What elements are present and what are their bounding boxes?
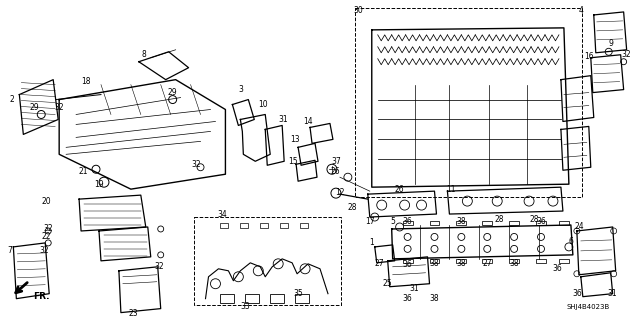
Text: 14: 14: [303, 117, 313, 126]
Text: 11: 11: [447, 185, 456, 194]
Bar: [456, 259, 467, 263]
Text: 26: 26: [395, 185, 404, 194]
Bar: [403, 259, 413, 263]
Text: 31: 31: [410, 284, 419, 293]
Text: 38: 38: [456, 217, 466, 226]
Text: 13: 13: [291, 135, 300, 144]
Text: 5: 5: [390, 217, 395, 226]
Bar: [509, 221, 519, 225]
Text: 36: 36: [552, 264, 562, 273]
Bar: [270, 294, 284, 303]
Bar: [559, 259, 569, 263]
Text: 21: 21: [78, 167, 88, 176]
Text: 36: 36: [403, 260, 413, 269]
Bar: [403, 221, 413, 225]
Text: 20: 20: [42, 197, 51, 206]
Bar: [300, 223, 308, 228]
Text: 37: 37: [331, 157, 341, 166]
Text: 32: 32: [192, 160, 202, 169]
Text: 28: 28: [529, 214, 539, 224]
Text: 19: 19: [94, 180, 104, 189]
Bar: [559, 221, 569, 225]
Text: 36: 36: [536, 217, 546, 226]
Text: 36: 36: [403, 294, 413, 303]
Text: 25: 25: [383, 279, 392, 288]
Text: 38: 38: [429, 294, 439, 303]
Text: 32: 32: [622, 50, 632, 59]
Bar: [280, 223, 288, 228]
Text: 31: 31: [608, 289, 618, 298]
Text: 36: 36: [572, 289, 582, 298]
Bar: [260, 223, 268, 228]
Text: 32: 32: [154, 262, 164, 271]
Bar: [241, 223, 248, 228]
Text: 8: 8: [141, 50, 146, 59]
Text: 15: 15: [288, 157, 298, 166]
Text: 22: 22: [42, 233, 51, 241]
Bar: [509, 259, 519, 263]
Text: 36: 36: [403, 217, 413, 226]
Bar: [220, 223, 228, 228]
Text: FR.: FR.: [33, 292, 50, 301]
Text: 2: 2: [9, 95, 13, 104]
Text: 27: 27: [483, 259, 492, 268]
Text: 3: 3: [238, 85, 243, 94]
Text: 26: 26: [330, 167, 340, 176]
Text: 1: 1: [369, 238, 374, 248]
Text: 28: 28: [347, 203, 356, 211]
Bar: [483, 259, 492, 263]
Bar: [220, 294, 234, 303]
Text: 23: 23: [128, 309, 138, 318]
Text: 4: 4: [579, 6, 583, 15]
Text: 30: 30: [353, 6, 363, 15]
Text: 31: 31: [278, 115, 288, 124]
Text: 38: 38: [429, 259, 439, 268]
Text: 6: 6: [568, 237, 573, 246]
Text: 9: 9: [608, 39, 613, 48]
Bar: [355, 8, 582, 197]
Text: 16: 16: [584, 52, 594, 61]
Text: SHJ4B4023B: SHJ4B4023B: [567, 304, 610, 310]
Text: 32: 32: [54, 103, 64, 112]
Text: 27: 27: [375, 259, 385, 268]
Text: 17: 17: [365, 217, 374, 226]
Bar: [295, 294, 309, 303]
Text: 38: 38: [509, 259, 519, 268]
Text: 32: 32: [44, 225, 53, 234]
Bar: [536, 259, 546, 263]
Text: 18: 18: [81, 77, 91, 86]
Bar: [536, 221, 546, 225]
Text: 10: 10: [259, 100, 268, 109]
Text: 29: 29: [168, 88, 177, 97]
Bar: [456, 221, 467, 225]
Text: 38: 38: [456, 259, 466, 268]
Bar: [193, 217, 341, 305]
Text: 24: 24: [574, 222, 584, 232]
Bar: [429, 221, 440, 225]
Text: 29: 29: [29, 103, 39, 112]
Text: 34: 34: [218, 210, 227, 219]
Text: 28: 28: [495, 214, 504, 224]
Text: 7: 7: [7, 246, 12, 256]
Bar: [429, 259, 440, 263]
Text: 33: 33: [241, 302, 250, 311]
Text: 12: 12: [335, 188, 345, 197]
Bar: [245, 294, 259, 303]
Text: 35: 35: [293, 289, 303, 298]
Text: 32: 32: [40, 246, 49, 256]
Bar: [483, 221, 492, 225]
